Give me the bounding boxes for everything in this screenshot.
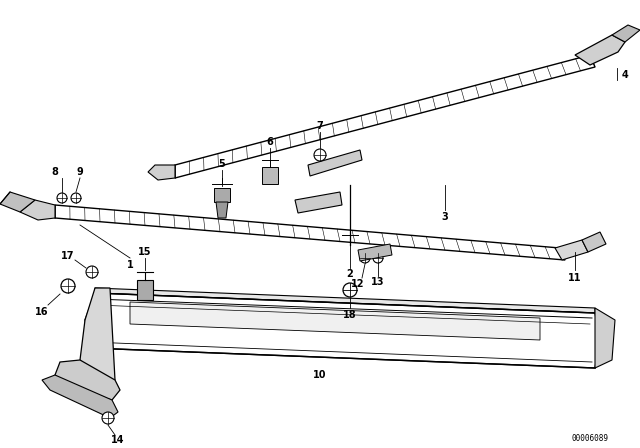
Text: 14: 14: [111, 435, 125, 445]
Text: 12: 12: [351, 279, 365, 289]
Text: 4: 4: [621, 70, 628, 80]
Polygon shape: [262, 167, 278, 184]
Circle shape: [61, 279, 75, 293]
Text: 5: 5: [219, 159, 225, 169]
Polygon shape: [595, 308, 615, 368]
Polygon shape: [80, 288, 115, 385]
Polygon shape: [295, 192, 342, 213]
Circle shape: [57, 193, 67, 203]
Text: 7: 7: [317, 121, 323, 131]
Circle shape: [102, 412, 114, 424]
Text: 8: 8: [52, 167, 58, 177]
Circle shape: [314, 149, 326, 161]
Polygon shape: [555, 240, 588, 260]
Polygon shape: [214, 188, 230, 202]
Text: 9: 9: [77, 167, 83, 177]
Text: 1: 1: [127, 260, 133, 270]
Polygon shape: [148, 165, 175, 180]
Polygon shape: [612, 25, 640, 42]
Circle shape: [360, 253, 370, 263]
Text: 11: 11: [568, 273, 582, 283]
Polygon shape: [55, 360, 120, 400]
Polygon shape: [216, 202, 228, 218]
Polygon shape: [130, 302, 540, 340]
Text: 17: 17: [61, 251, 75, 261]
Text: 6: 6: [267, 137, 273, 147]
Circle shape: [343, 283, 357, 297]
Polygon shape: [582, 232, 606, 252]
Polygon shape: [175, 55, 595, 178]
Text: 00006089: 00006089: [572, 434, 609, 443]
Polygon shape: [358, 244, 392, 261]
Polygon shape: [308, 150, 362, 176]
Text: 3: 3: [442, 212, 449, 222]
Text: 16: 16: [35, 307, 49, 317]
Text: 18: 18: [343, 310, 357, 320]
Polygon shape: [55, 205, 565, 260]
Polygon shape: [0, 192, 35, 212]
Polygon shape: [95, 288, 595, 313]
Circle shape: [71, 193, 81, 203]
Polygon shape: [137, 280, 153, 300]
Text: 2: 2: [347, 269, 353, 279]
Text: 10: 10: [313, 370, 327, 380]
Text: 13: 13: [371, 277, 385, 287]
Polygon shape: [42, 375, 118, 418]
Circle shape: [86, 266, 98, 278]
Circle shape: [373, 253, 383, 263]
Polygon shape: [575, 35, 625, 65]
Polygon shape: [85, 293, 600, 368]
Text: 15: 15: [138, 247, 152, 257]
Polygon shape: [20, 200, 55, 220]
